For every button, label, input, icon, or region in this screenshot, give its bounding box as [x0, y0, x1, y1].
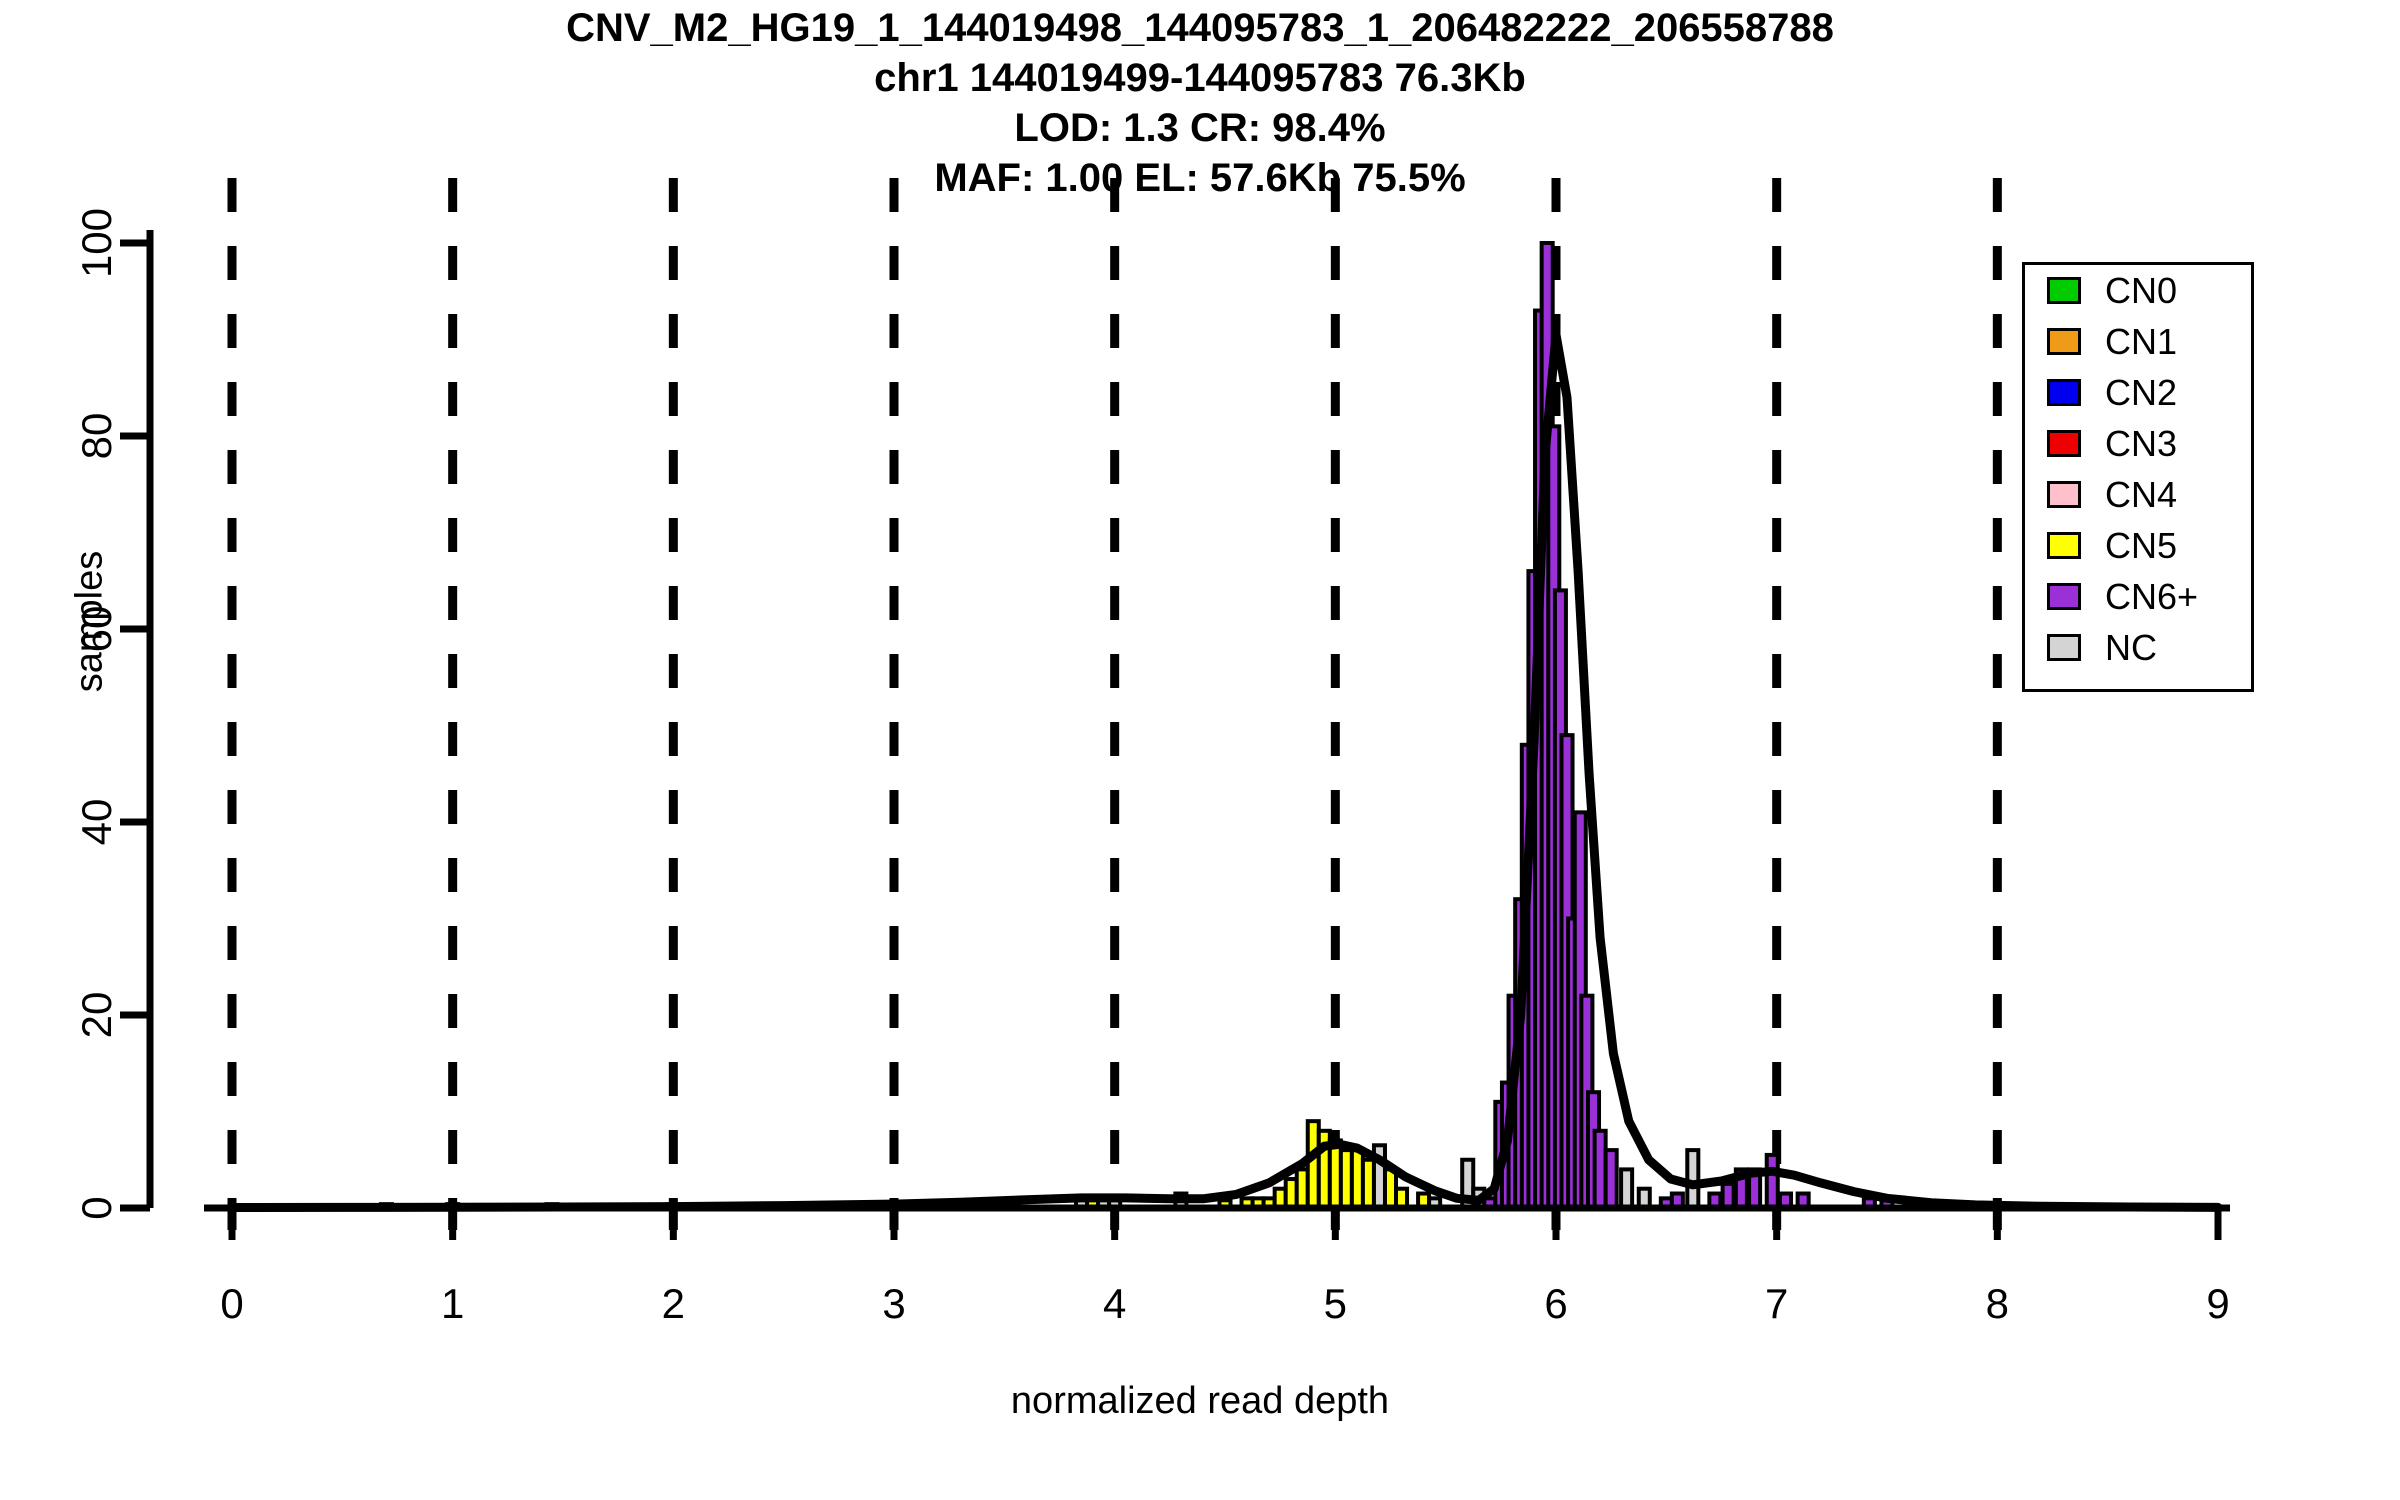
- legend-item-label: CN4: [2105, 473, 2178, 515]
- y-tick-label: 100: [73, 208, 120, 278]
- legend-swatch-icon: [2047, 328, 2081, 355]
- y-tick-label: 60: [73, 606, 120, 653]
- histogram-bar: [1685, 1148, 1701, 1210]
- title-block: CNV_M2_HG19_1_144019498_144095783_1_2064…: [0, 0, 2400, 198]
- legend-swatch-icon: [2047, 379, 2081, 406]
- legend-item-label: CN0: [2105, 269, 2178, 311]
- legend-item-cn4[interactable]: CN4: [2025, 469, 2251, 520]
- y-tick-label: 80: [73, 413, 120, 460]
- chart-title-line-4: MAF: 1.00 EL: 57.6Kb 75.5%: [934, 156, 1466, 200]
- x-axis-label: normalized read depth: [1010, 1380, 1390, 1422]
- x-tick-label: 8: [1986, 1280, 2009, 1327]
- chart-title-line-3: LOD: 1.3 CR: 98.4%: [1014, 106, 1386, 150]
- histogram-bars: [378, 241, 1895, 1211]
- x-tick-label: 4: [1103, 1280, 1126, 1327]
- y-tick-label: 40: [73, 799, 120, 846]
- histogram-bar: [1720, 1181, 1736, 1210]
- vertical-dashed-lines: [227, 178, 2002, 1230]
- x-axis-ticks: 0 1 2 3 4 5 6 7 8 9: [220, 1208, 2230, 1327]
- x-tick-label: 0: [220, 1280, 243, 1327]
- histogram-bar: [1603, 1148, 1619, 1210]
- x-tick-label: 9: [2206, 1280, 2229, 1327]
- legend-item-label: CN5: [2105, 524, 2178, 566]
- x-tick-label: 6: [1544, 1280, 1567, 1327]
- x-tick-label: 3: [882, 1280, 905, 1327]
- legend-swatch-icon: [2047, 277, 2081, 304]
- legend-item-cn0[interactable]: CN0: [2025, 265, 2251, 316]
- legend-swatch-icon: [2047, 583, 2081, 610]
- y-tick-label: 0: [73, 1196, 120, 1219]
- legend-item-cn5[interactable]: CN5: [2025, 520, 2251, 571]
- density-curve-path: [227, 330, 2223, 1212]
- chart-title-line-2: chr1 144019499-144095783 76.3Kb: [874, 56, 1526, 100]
- y-axis-ticks: 0 20 40 60 80 100: [73, 208, 150, 1220]
- legend-swatch-icon: [2047, 481, 2081, 508]
- legend-item-label: CN6+: [2105, 575, 2199, 617]
- legend-item-label: CN3: [2105, 422, 2178, 464]
- x-tick-label: 5: [1324, 1280, 1347, 1327]
- histogram-bar: [1764, 1152, 1780, 1211]
- histogram-bar: [1619, 1167, 1635, 1211]
- legend-item-cn1[interactable]: CN1: [2025, 316, 2251, 367]
- chart-title-line-1: CNV_M2_HG19_1_144019498_144095783_1_2064…: [566, 6, 1834, 50]
- legend-item-cn6plus[interactable]: CN6+: [2025, 571, 2251, 622]
- x-tick-label: 2: [662, 1280, 685, 1327]
- y-tick-label: 20: [73, 992, 120, 1039]
- legend-swatch-icon: [2047, 634, 2081, 661]
- legend-item-label: NC: [2105, 626, 2157, 668]
- legend-box: CN0 CN1 CN2 CN3 CN4 CN5 CN6+ NC: [2022, 262, 2254, 692]
- x-tick-label: 1: [441, 1280, 464, 1327]
- density-curve: [227, 330, 2223, 1212]
- legend-item-nc[interactable]: NC: [2025, 622, 2251, 673]
- axis-lines: [146, 230, 2230, 1212]
- legend-item-label: CN2: [2105, 371, 2178, 413]
- legend-item-cn3[interactable]: CN3: [2025, 418, 2251, 469]
- legend-swatch-icon: [2047, 430, 2081, 457]
- legend-item-label: CN1: [2105, 320, 2178, 362]
- x-tick-label: 7: [1765, 1280, 1788, 1327]
- legend-swatch-icon: [2047, 532, 2081, 559]
- legend-item-cn2[interactable]: CN2: [2025, 367, 2251, 418]
